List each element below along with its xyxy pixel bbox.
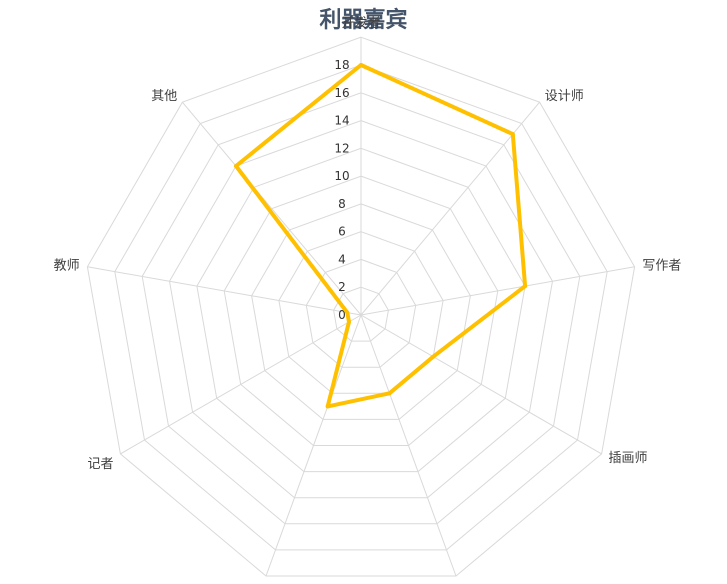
category-label-2: 写作者 bbox=[642, 258, 681, 273]
series-layer bbox=[234, 63, 528, 409]
chart-title: 利器嘉宾 bbox=[319, 8, 408, 33]
category-label-7: 教师 bbox=[54, 257, 80, 273]
grid-spoke-3 bbox=[360, 314, 602, 455]
grid-ring-18 bbox=[114, 64, 608, 551]
tick-label-8: 8 bbox=[338, 197, 346, 211]
category-label-1: 设计师 bbox=[545, 89, 584, 104]
tick-label-2: 2 bbox=[338, 280, 346, 294]
grid-ring-6 bbox=[278, 231, 444, 394]
data-point-0-0 bbox=[359, 63, 363, 67]
tick-label-18: 18 bbox=[334, 58, 349, 72]
data-point-0-6 bbox=[347, 319, 351, 324]
data-point-0-4 bbox=[387, 391, 392, 396]
data-point-0-2 bbox=[523, 284, 528, 289]
category-label-0: 开发者 bbox=[341, 15, 380, 31]
category-label-6: 记者 bbox=[87, 457, 113, 472]
grid-ring-20 bbox=[86, 36, 636, 577]
data-point-0-3 bbox=[431, 354, 436, 359]
grid-ring-4 bbox=[305, 258, 417, 368]
data-point-0-5 bbox=[325, 404, 330, 409]
grid-spoke-7 bbox=[87, 266, 362, 316]
data-point-0-7 bbox=[345, 310, 350, 315]
grid-spoke-8 bbox=[182, 101, 362, 316]
tick-label-16: 16 bbox=[334, 86, 349, 100]
grid-ring-12 bbox=[196, 147, 526, 473]
grid-spoke-2 bbox=[360, 266, 635, 316]
tick-label-6: 6 bbox=[338, 225, 346, 239]
grid-ring-8 bbox=[251, 203, 471, 420]
grid-spoke-6 bbox=[120, 314, 362, 455]
grid-spoke-4 bbox=[360, 314, 457, 577]
tick-label-14: 14 bbox=[334, 114, 349, 128]
tick-label-10: 10 bbox=[334, 169, 349, 183]
category-label-8: 其他 bbox=[151, 89, 177, 104]
tick-label-0: 0 bbox=[338, 308, 346, 322]
category-labels: 开发者设计师写作者插画师内容编辑游戏从业者记者教师其他 bbox=[54, 15, 682, 584]
tick-label-12: 12 bbox=[334, 141, 349, 155]
data-point-0-1 bbox=[510, 132, 515, 137]
tick-label-4: 4 bbox=[338, 252, 346, 266]
grid-spoke-1 bbox=[360, 101, 540, 316]
grid-ring-10 bbox=[223, 175, 499, 446]
grid-ring-16 bbox=[141, 92, 581, 525]
radar-grid bbox=[86, 36, 636, 577]
grid-spoke-5 bbox=[265, 314, 362, 577]
radial-axis-ticks: 0 2 4 6 8 10 12 14 16 18 bbox=[334, 58, 349, 322]
series-line-0 bbox=[234, 63, 528, 409]
data-point-0-8 bbox=[234, 164, 238, 168]
category-label-3: 插画师 bbox=[609, 451, 648, 466]
